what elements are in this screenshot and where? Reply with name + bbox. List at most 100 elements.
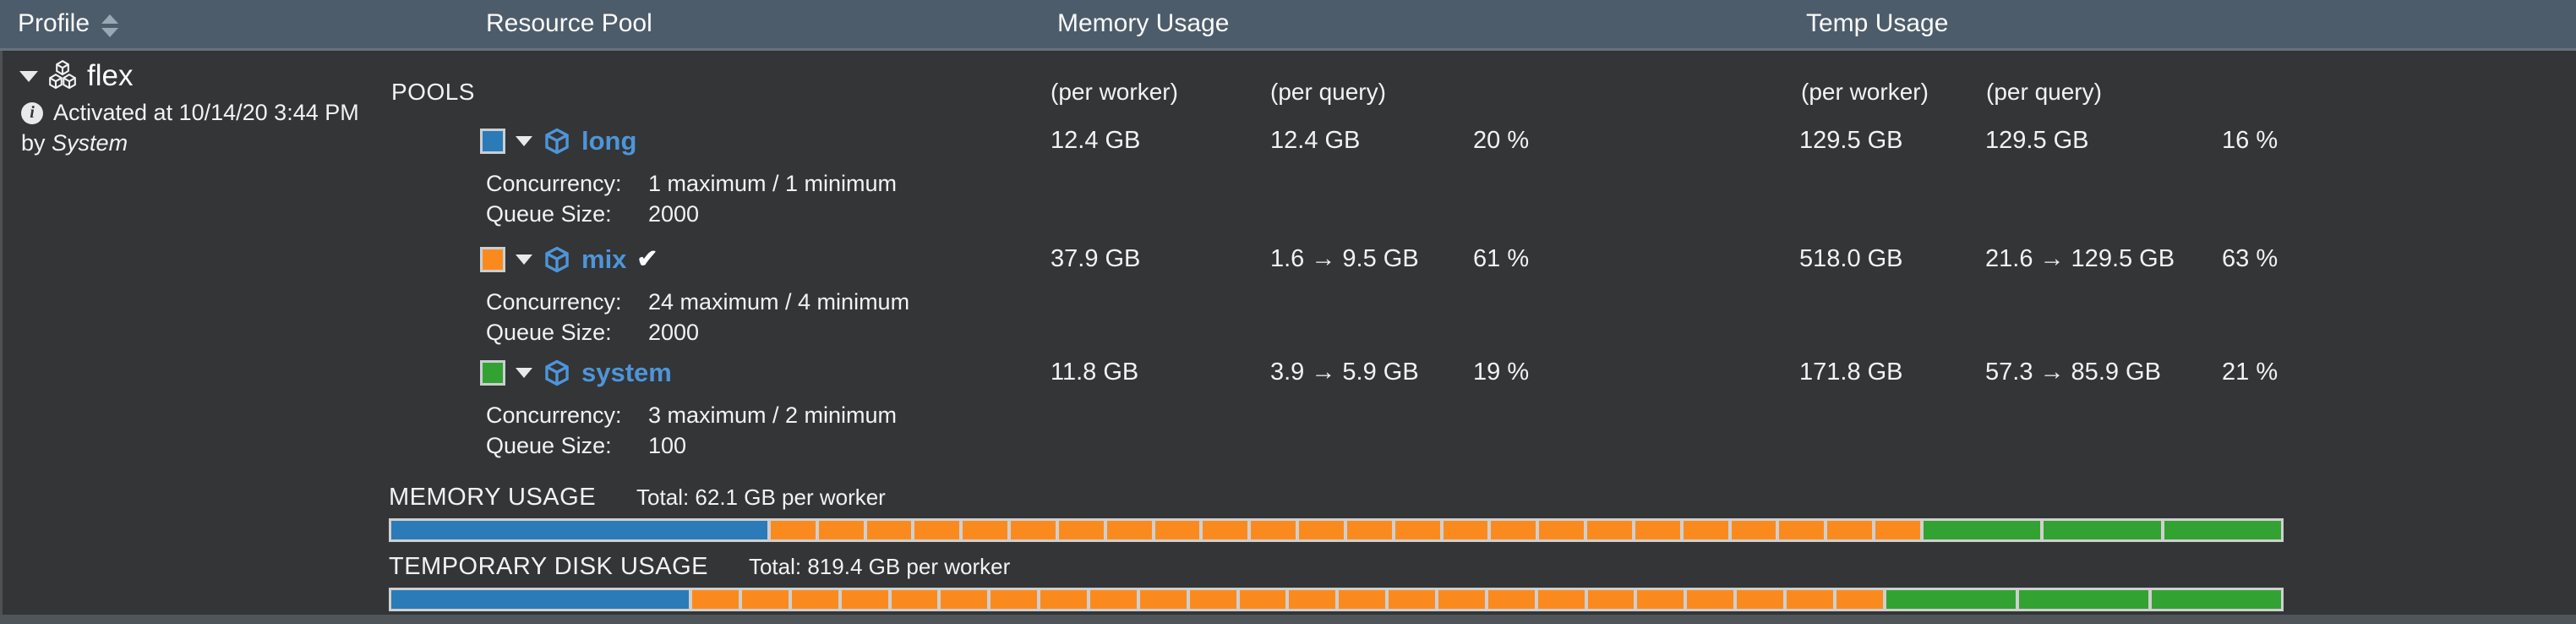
bar-segment-long bbox=[391, 590, 690, 609]
pool-name-link[interactable]: mix bbox=[581, 244, 627, 274]
bar-part bbox=[692, 590, 739, 609]
bar-part bbox=[770, 521, 816, 539]
temp-percent-value: 16 % bbox=[2222, 127, 2279, 154]
bar-part bbox=[1731, 521, 1776, 539]
column-header-memory-usage: Memory Usage bbox=[1057, 9, 1230, 37]
pool-color-swatch bbox=[480, 129, 505, 154]
temp-per-worker-header: (per worker) bbox=[1801, 79, 1929, 105]
bar-part bbox=[1687, 590, 1734, 609]
table-body: flex i Activated at 10/14/20 3:44 PM by … bbox=[0, 51, 2576, 624]
bar-segment-mix bbox=[770, 521, 1920, 539]
bar-part bbox=[1637, 590, 1684, 609]
temp-disk-usage-title: TEMPORARY DISK USAGE Total: 819.4 GB per… bbox=[389, 553, 2284, 581]
bar-part bbox=[841, 590, 888, 609]
column-header-temp-usage: Temp Usage bbox=[1806, 9, 1949, 37]
pool-name-link[interactable]: long bbox=[581, 126, 637, 156]
bar-part bbox=[391, 521, 767, 539]
bar-part bbox=[1886, 590, 2016, 609]
column-header-resource-pool: Resource Pool bbox=[486, 9, 652, 37]
profile-name[interactable]: flex bbox=[87, 59, 134, 92]
bar-part bbox=[941, 590, 988, 609]
memory-per-worker-header: (per worker) bbox=[1051, 79, 1178, 105]
default-pool-check-icon: ✔ bbox=[636, 245, 658, 273]
bottom-scrollbar-track[interactable] bbox=[0, 615, 2576, 624]
memory-percent-value: 19 % bbox=[1473, 359, 1530, 386]
bar-part bbox=[1040, 590, 1087, 609]
bar-part bbox=[1299, 521, 1344, 539]
bar-part bbox=[1189, 590, 1236, 609]
pool-row-mix: mix ✔ 37.9 GB 1.6 → 9.5 GB 61 % 518.0 GB… bbox=[3, 242, 2576, 352]
sort-icon[interactable] bbox=[101, 14, 119, 37]
bar-part bbox=[1203, 521, 1248, 539]
temp-per-worker-value: 171.8 GB bbox=[1799, 359, 1903, 386]
expander-icon[interactable] bbox=[516, 255, 532, 265]
memory-per-query-header: (per query) bbox=[1270, 79, 1386, 105]
bar-part bbox=[1587, 590, 1635, 609]
pool-color-swatch bbox=[480, 247, 505, 272]
bar-part bbox=[1683, 521, 1728, 539]
expander-icon[interactable] bbox=[516, 136, 532, 146]
bar-part bbox=[1339, 590, 1386, 609]
bar-part bbox=[741, 590, 789, 609]
temp-disk-usage-section: TEMPORARY DISK USAGE Total: 819.4 GB per… bbox=[389, 553, 2284, 611]
memory-usage-total: Total: 62.1 GB per worker bbox=[636, 484, 886, 510]
queue-size-label: Queue Size: bbox=[486, 433, 612, 458]
temp-disk-usage-total: Total: 819.4 GB per worker bbox=[748, 554, 1011, 579]
profile-cubes-icon bbox=[45, 59, 80, 93]
bar-part bbox=[1438, 590, 1485, 609]
column-header-profile[interactable]: Profile bbox=[18, 9, 119, 38]
bar-part bbox=[1239, 590, 1286, 609]
activated-by-user: System bbox=[52, 130, 128, 156]
profile-activated-by-line: by System bbox=[21, 130, 128, 156]
temp-per-query-value: 57.3 → 85.9 GB bbox=[1985, 359, 2161, 386]
pool-row-long: long 12.4 GB 12.4 GB 20 % 129.5 GB 129.5… bbox=[3, 123, 2576, 233]
memory-per-query-value: 1.6 → 9.5 GB bbox=[1270, 245, 1419, 272]
bar-part bbox=[1537, 590, 1585, 609]
temp-per-query-header: (per query) bbox=[1986, 79, 2102, 105]
activated-text: Activated at 10/14/20 3:44 PM bbox=[53, 100, 359, 125]
bar-segment-system bbox=[1886, 590, 2282, 609]
profile-activated-line: i Activated at 10/14/20 3:44 PM bbox=[21, 100, 359, 126]
bar-part bbox=[1443, 521, 1488, 539]
bar-part bbox=[1011, 521, 1056, 539]
bar-part bbox=[2164, 521, 2281, 539]
bar-part bbox=[1923, 521, 2041, 539]
memory-per-query-value: 12.4 GB bbox=[1270, 127, 1361, 154]
bar-part bbox=[1089, 590, 1137, 609]
pool-cube-icon bbox=[543, 359, 571, 387]
collapse-profile-icon[interactable] bbox=[19, 70, 38, 82]
temp-per-worker-value: 518.0 GB bbox=[1799, 245, 1903, 272]
bar-part bbox=[1154, 521, 1200, 539]
expander-icon[interactable] bbox=[516, 368, 532, 378]
bar-part bbox=[1491, 521, 1536, 539]
pool-row-system: system 11.8 GB 3.9 → 5.9 GB 19 % 171.8 G… bbox=[3, 355, 2576, 465]
memory-usage-title: MEMORY USAGE Total: 62.1 GB per worker bbox=[389, 484, 2284, 512]
bar-part bbox=[963, 521, 1008, 539]
bar-part bbox=[866, 521, 912, 539]
bar-part bbox=[2044, 521, 2161, 539]
temp-percent-value: 63 % bbox=[2222, 245, 2279, 272]
pool-name-link[interactable]: system bbox=[581, 358, 672, 387]
bar-part bbox=[1827, 521, 1872, 539]
profile-header[interactable]: flex bbox=[19, 59, 133, 93]
concurrency-value: 1 maximum / 1 minimum bbox=[648, 171, 898, 196]
memory-usage-label: MEMORY USAGE bbox=[389, 484, 597, 511]
info-icon[interactable]: i bbox=[21, 101, 43, 124]
bar-part bbox=[1389, 590, 1435, 609]
queue-size-value: 2000 bbox=[648, 201, 700, 227]
bar-part bbox=[1139, 590, 1187, 609]
concurrency-line: Concurrency: 1 maximum / 1 minimum bbox=[486, 171, 897, 197]
memory-per-worker-value: 37.9 GB bbox=[1051, 245, 1141, 272]
pool-color-swatch bbox=[480, 360, 505, 386]
bar-part bbox=[1539, 521, 1585, 539]
sort-down-arrow-icon bbox=[101, 27, 119, 37]
memory-per-worker-value: 12.4 GB bbox=[1051, 127, 1141, 154]
memory-usage-bar bbox=[389, 518, 2284, 542]
concurrency-label: Concurrency: bbox=[486, 402, 622, 428]
concurrency-line: Concurrency: 24 maximum / 4 minimum bbox=[486, 289, 909, 315]
memory-per-query-value: 3.9 → 5.9 GB bbox=[1270, 359, 1419, 386]
temp-per-worker-value: 129.5 GB bbox=[1799, 127, 1903, 154]
concurrency-label: Concurrency: bbox=[486, 171, 622, 196]
queue-size-value: 100 bbox=[648, 433, 687, 458]
